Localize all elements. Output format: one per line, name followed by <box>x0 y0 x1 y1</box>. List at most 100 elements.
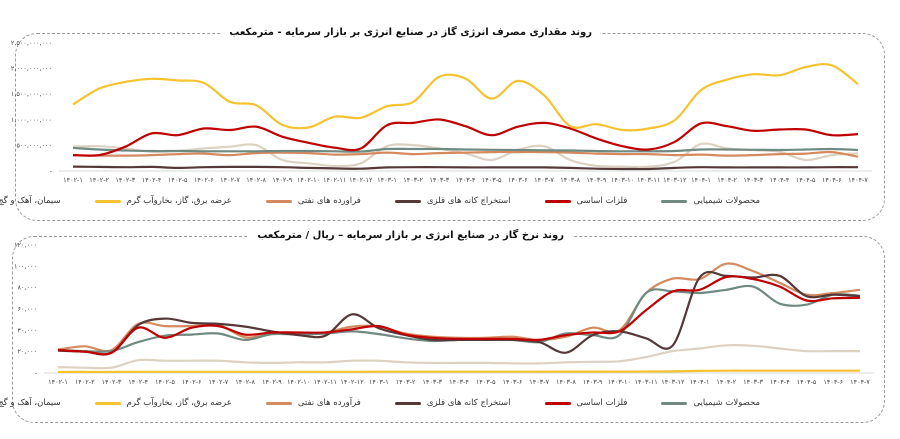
legend-item: عرضه برق، گاز، بخاروآب گرم <box>94 398 232 408</box>
x-tick-label: ۱۴۰۳-۸ <box>556 378 576 386</box>
x-tick-label: ۱۴۰۳-۱۰ <box>611 176 634 184</box>
series-line-6 <box>57 343 860 370</box>
x-tick-label: ۱۴۰۴-۷ <box>848 176 868 184</box>
legend-swatch <box>94 199 121 203</box>
x-tick-label: ۱۴۰۳-۹ <box>583 378 603 386</box>
legend-swatch <box>94 401 121 405</box>
y-tick-label: ۴۰,۰۰۰ <box>17 326 37 334</box>
x-tick-label: ۱۴۰۲-۱۱ <box>314 378 337 386</box>
series-line-1 <box>72 146 859 153</box>
x-tick-label: ۱۴۰۲-۵ <box>155 378 175 386</box>
x-tick-label: ۱۴۰۲-۸ <box>246 176 266 184</box>
x-tick-label: ۱۴۰۲-۲ <box>89 176 109 184</box>
x-tick-label: ۱۴۰۲-۱ <box>48 378 68 386</box>
series-line-5 <box>72 63 859 132</box>
x-tick-label: ۱۴۰۳-۳ <box>429 176 449 184</box>
x-tick-label: ۱۴۰۳-۷ <box>534 176 554 184</box>
legend-label: فلزات اساسی <box>576 196 628 206</box>
legend-item: فلزات اساسی <box>544 196 628 206</box>
x-tick-label: ۱۴۰۴-۵ <box>796 176 816 184</box>
x-tick-label: ۱۴۰۲-۹ <box>272 176 292 184</box>
legend-item: محصولات شیمیایی <box>661 398 760 408</box>
y-tick-label: - <box>35 369 38 377</box>
series-line-1 <box>57 284 861 353</box>
x-tick-label: ۱۴۰۲-۲ <box>75 378 95 386</box>
x-tick-label: ۱۴۰۴-۶ <box>823 378 843 386</box>
legend-item: فراورده های نفتی <box>265 196 361 206</box>
legend-swatch <box>544 401 571 405</box>
legend-item: فلزات اساسی <box>544 398 628 408</box>
x-tick-label: ۱۴۰۲-۴ <box>142 176 162 184</box>
x-tick-label: ۱۴۰۳-۳ <box>743 176 763 184</box>
x-tick-label: ۱۴۰۳-۵ <box>482 176 502 184</box>
x-tick-label: ۱۴۰۴-۷ <box>850 378 870 386</box>
x-tick-label: ۱۴۰۳-۱۲ <box>661 378 685 386</box>
chart-2: - ۲۰,۰۰۰ ۴۰,۰۰۰ ۶۰,۰۰۰ ۸۰,۰۰۰ ۱۰۰,۰۰۰ ۱۲۰,۰۰۰ ۱… <box>14 241 874 386</box>
legend-item: استخراج کانه های فلزی <box>394 398 511 408</box>
legend-item: عرضه برق، گاز، بخاروآب گرم <box>94 196 232 206</box>
x-tick-label: ۱۴۰۲-۹ <box>262 378 282 386</box>
legend-label: سیمان، آهک و گچ <box>0 196 61 206</box>
x-tick-label: ۱۴۰۳-۳ <box>422 378 442 386</box>
legend-item: فرآورده های نفتی <box>265 398 361 408</box>
legend-item: سیمان، آهک و گچ <box>0 196 61 206</box>
x-tick-label: ۱۴۰۴-۱ <box>691 176 711 184</box>
x-tick-label: ۱۴۰۳-۵ <box>476 378 496 386</box>
x-tick-label: ۱۴۰۲-۵ <box>168 176 188 184</box>
chart-2-legend: محصولات شیمیایی فلزات اساسی استخراج کانه ه… <box>0 398 760 408</box>
x-tick-label: ۱۴۰۳-۲ <box>403 176 423 184</box>
x-tick-label: ۱۴۰۳-۷ <box>529 378 549 386</box>
y-tick-label: ۲۰,۰۰۰ <box>17 348 37 356</box>
x-tick-label: ۱۴۰۴-۴ <box>770 176 790 184</box>
chart-2-title: روند نرخ گاز در صنایع انرژی بر بازار سرم… <box>249 230 572 241</box>
x-tick-label: ۱۴۰۲-۷ <box>220 176 240 184</box>
y-tick-label: ۸۰,۰۰۰ <box>17 284 37 292</box>
y-tick-label: ۲,۰۰۰,۰۰۰,۰۰۰ <box>11 65 52 73</box>
y-tick-label: ۵۰۰,۰۰۰,۰۰۰ <box>16 141 52 149</box>
x-tick-label: ۱۴۰۳-۶ <box>508 176 528 184</box>
x-tick-label: ۱۴۰۳-۱۰ <box>608 378 631 386</box>
x-tick-label: ۱۴۰۳-۴ <box>456 176 476 184</box>
series-line-3 <box>57 270 861 356</box>
legend-label: استخراج کانه های فلزی <box>426 196 511 206</box>
x-tick-label: ۱۴۰۳-۱۱ <box>634 378 657 386</box>
chart-1-title: روند مقداری مصرف انرژی گاز در صنایع انرژ… <box>221 27 600 38</box>
x-tick-label: ۱۴۰۲-۱۰ <box>297 176 320 184</box>
x-tick-label: ۱۴۰۳-۱ <box>369 378 389 386</box>
legend-label: فلزات اساسی <box>576 398 628 408</box>
y-tick-label: ۱۲۰,۰۰۰ <box>14 241 37 249</box>
x-tick-label: ۱۴۰۳-۲ <box>396 378 416 386</box>
x-tick-label: ۱۴۰۲-۸ <box>235 378 255 386</box>
x-tick-label: ۱۴۰۳-۹ <box>586 176 606 184</box>
series-line-2 <box>57 275 861 356</box>
series-line-4 <box>72 150 859 158</box>
x-tick-label: ۱۴۰۲-۱۲ <box>340 378 364 386</box>
chart-1: - ۵۰۰,۰۰۰,۰۰۰ ۱,۰۰۰,۰۰۰,۰۰۰ ۱,۵۰۰,۰۰۰,۰۰۰ ۲,… <box>11 39 872 184</box>
y-tick-label: ۶۰,۰۰۰ <box>17 305 37 313</box>
legend-item: محصولات شیمیایی <box>661 196 760 206</box>
series-line-2 <box>72 118 859 157</box>
legend-swatch <box>265 401 292 405</box>
x-tick-label: ۱۴۰۲-۳ <box>115 176 135 184</box>
x-tick-label: ۱۴۰۲-۳ <box>102 378 122 386</box>
x-tick-label: ۱۴۰۳-۳ <box>743 378 763 386</box>
x-tick-label: ۱۴۰۴-۱ <box>690 378 710 386</box>
chart-1-legend: محصولات شیمیایی فلزات اساسی استخراج کانه ه… <box>0 196 760 206</box>
legend-label: محصولات شیمیایی <box>693 398 760 408</box>
legend-swatch <box>265 199 292 203</box>
legend-label: عرضه برق، گاز، بخاروآب گرم <box>126 398 232 408</box>
x-tick-label: ۱۴۰۳-۱ <box>377 176 397 184</box>
series-line-3 <box>72 165 859 171</box>
legend-item: سیمان، آهک و گچ <box>0 398 61 408</box>
x-tick-label: ۱۴۰۴-۲ <box>717 176 737 184</box>
x-tick-label: ۱۴۰۳-۱۲ <box>663 176 687 184</box>
x-tick-label: ۱۴۰۲-۱۲ <box>349 176 373 184</box>
y-tick-label: - <box>50 167 53 175</box>
y-tick-label: ۱,۰۰۰,۰۰۰,۰۰۰ <box>11 116 52 124</box>
x-tick-label: ۱۴۰۳-۸ <box>560 176 580 184</box>
x-tick-label: ۱۴۰۲-۶ <box>194 176 214 184</box>
legend-label: استخراج کانه های فلزی <box>426 398 511 408</box>
x-tick-label: ۱۴۰۳-۱۱ <box>637 176 660 184</box>
x-tick-label: ۱۴۰۲-۱۱ <box>323 176 346 184</box>
legend-label: عرضه برق، گاز، بخاروآب گرم <box>126 196 232 206</box>
